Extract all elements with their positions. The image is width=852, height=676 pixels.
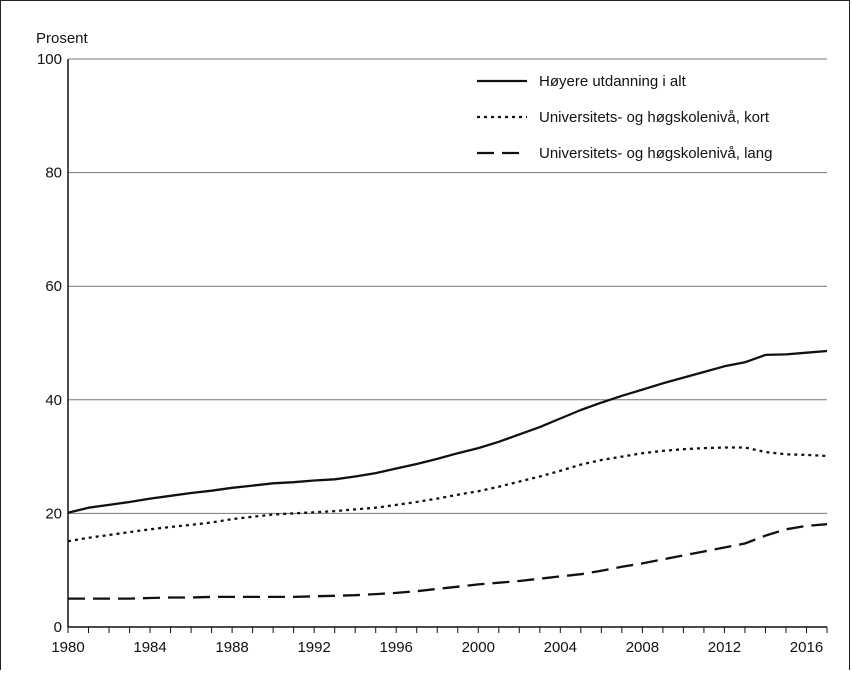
x-tick-label: 1980	[51, 639, 84, 656]
y-tick-labels: 0 20 40 60 80 100	[37, 51, 62, 636]
legend: Høyere utdanning i alt Universitets- og h…	[477, 73, 772, 162]
series-lines	[67, 349, 828, 600]
y-tick-label: 20	[45, 505, 62, 522]
x-tick-label: 2004	[544, 639, 577, 656]
x-tick-label: 2016	[790, 639, 823, 656]
x-tick-label: 1988	[215, 639, 248, 656]
series-line-2	[67, 446, 828, 543]
y-tick-label: 40	[45, 392, 62, 409]
x-tick-label: 2012	[708, 639, 741, 656]
legend-label-2: Universitets- og høgskolenivå, kort	[539, 109, 770, 126]
y-axis-label: Prosent	[36, 30, 89, 47]
x-tick-label: 1992	[297, 639, 330, 656]
y-tick-label: 0	[54, 619, 62, 636]
legend-label-1: Høyere utdanning i alt	[539, 73, 687, 90]
x-tick-label: 1996	[380, 639, 413, 656]
y-tick-label: 100	[37, 51, 62, 68]
series-line-3	[68, 523, 828, 600]
axes	[67, 59, 828, 633]
y-tick-label: 60	[45, 278, 62, 295]
y-tick-label: 80	[45, 165, 62, 182]
x-tick-label: 2008	[626, 639, 659, 656]
x-tick-label: 1984	[133, 639, 166, 656]
x-tick-labels: 1980 1984 1988 1992 1996 2000 2004 2008 2012 2016	[51, 639, 823, 656]
series-line-1	[67, 349, 828, 514]
x-tick-label: 2000	[462, 639, 495, 656]
legend-label-3: Universitets- og høgskolenivå, lang	[539, 145, 772, 162]
gridlines	[68, 58, 827, 514]
